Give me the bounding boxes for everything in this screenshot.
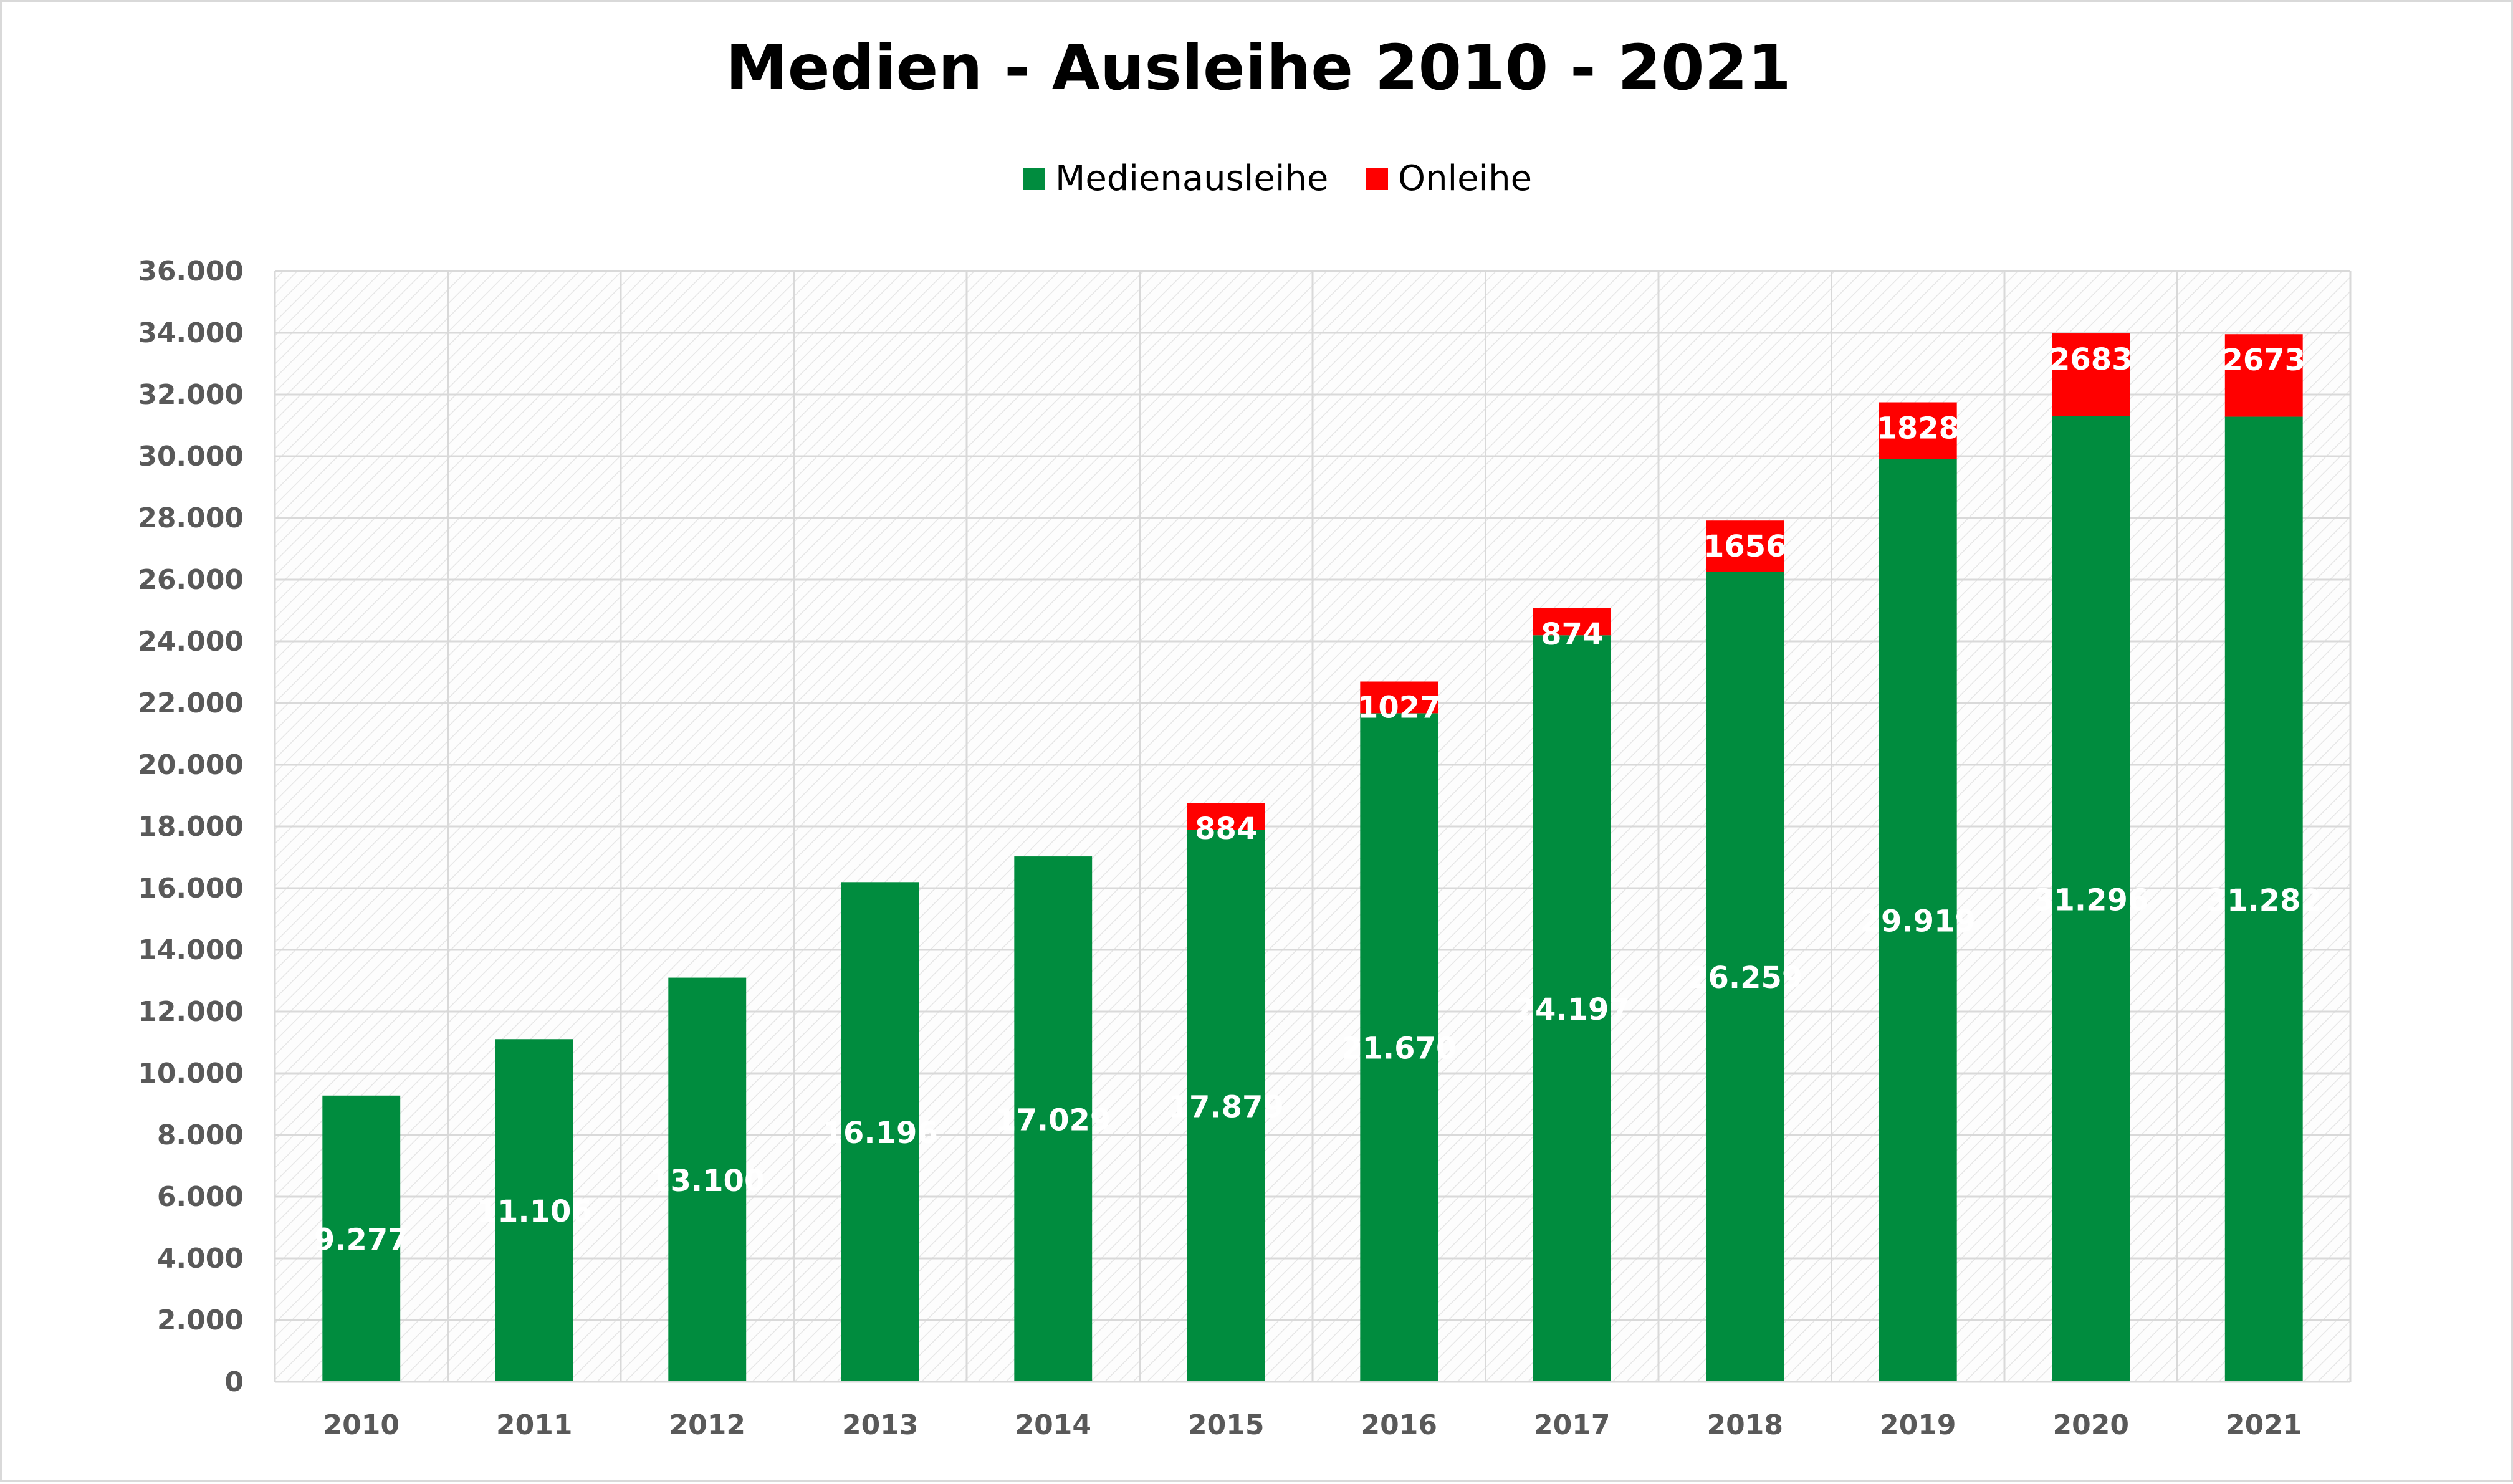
y-tick-label: 14.000: [138, 934, 244, 966]
x-tick-label: 2011: [496, 1409, 572, 1441]
y-tick-label: 10.000: [138, 1058, 244, 1089]
bar-medienausleihe-2018: [1706, 572, 1784, 1382]
x-tick-label: 2021: [2226, 1409, 2302, 1441]
bar-onleihe-2016: [1360, 681, 1438, 714]
bar-onleihe-2021: [2224, 334, 2303, 417]
data-label-medienausleihe-2011: 11.106: [477, 1194, 592, 1229]
data-label-medienausleihe-2012: 13.100: [649, 1164, 765, 1199]
bar-medienausleihe-2021: [2224, 416, 2303, 1382]
legend: Medienausleihe Onleihe: [1023, 158, 1532, 199]
y-tick-label: 18.000: [138, 811, 244, 843]
y-tick-label: 2.000: [157, 1304, 244, 1336]
bar-medienausleihe-2011: [495, 1039, 573, 1382]
legend-label-medienausleihe: Medienausleihe: [1055, 158, 1328, 199]
x-tick-label: 2020: [2053, 1409, 2129, 1441]
data-label-medienausleihe-2013: 16.196: [823, 1116, 938, 1151]
data-label-medienausleihe-2016: 21.670: [1341, 1032, 1457, 1066]
bar-medienausleihe-2014: [1014, 856, 1093, 1382]
bar-onleihe-2017: [1533, 608, 1611, 636]
data-labels: 9.277 11.106 13.100 16.196 17.029 17.879 884 21…: [314, 342, 2322, 1257]
bar-medienausleihe-2016: [1360, 713, 1438, 1382]
data-label-onleihe-2016: 1027: [1357, 690, 1441, 725]
x-axis-tick-labels: 2010 2011 2012 2013 2014 2015 2016 2017 2018 2019…: [323, 1409, 2302, 1441]
bar-medienausleihe-2013: [841, 882, 919, 1382]
data-label-medienausleihe-2010: 9.277: [314, 1222, 409, 1257]
data-label-medienausleihe-2021: 31.282: [2206, 883, 2322, 918]
y-tick-label: 6.000: [157, 1181, 244, 1213]
y-tick-label: 12.000: [138, 996, 244, 1028]
y-axis-tick-labels: 0 2.000 4.000 6.000 8.000 10.000 12.000 14.000 1…: [138, 256, 244, 1398]
data-label-onleihe-2019: 1828: [1876, 411, 1960, 446]
data-label-medienausleihe-2019: 29.919: [1860, 904, 1976, 939]
data-label-medienausleihe-2020: 31.296: [2033, 883, 2148, 917]
x-tick-label: 2014: [1015, 1409, 1091, 1441]
y-tick-label: 16.000: [138, 873, 244, 904]
y-tick-label: 4.000: [157, 1243, 244, 1275]
bar-medienausleihe-2017: [1533, 635, 1611, 1382]
y-tick-label: 8.000: [157, 1119, 244, 1151]
bar-onleihe-2020: [2052, 333, 2130, 416]
data-label-onleihe-2021: 2673: [2222, 343, 2305, 378]
y-tick-label: 22.000: [138, 687, 244, 719]
bar-medienausleihe-2010: [322, 1095, 401, 1382]
data-label-medienausleihe-2014: 17.029: [995, 1103, 1111, 1138]
bar-medienausleihe-2015: [1187, 830, 1265, 1382]
bar-medienausleihe-2012: [668, 977, 747, 1382]
y-tick-label: 26.000: [138, 564, 244, 596]
y-tick-label: 20.000: [138, 749, 244, 781]
chart-title: Medien - Ausleihe 2010 - 2021: [725, 31, 1791, 104]
data-label-onleihe-2020: 2683: [2049, 342, 2133, 377]
x-tick-label: 2019: [1880, 1409, 1956, 1441]
legend-swatch-medienausleihe: [1023, 168, 1045, 190]
bars: [322, 333, 2303, 1382]
bar-medienausleihe-2019: [1879, 459, 1957, 1382]
bar-medienausleihe-2020: [2052, 416, 2130, 1382]
y-tick-label: 36.000: [138, 256, 244, 287]
x-tick-label: 2017: [1534, 1409, 1610, 1441]
y-tick-label: 34.000: [138, 317, 244, 349]
y-tick-label: 24.000: [138, 626, 244, 658]
x-tick-label: 2015: [1188, 1409, 1264, 1441]
data-label-medienausleihe-2017: 24.197: [1515, 992, 1630, 1027]
gridlines: [274, 270, 2352, 1383]
y-tick-label: 30.000: [138, 441, 244, 472]
x-tick-label: 2010: [323, 1409, 400, 1441]
bar-onleihe-2018: [1706, 520, 1784, 572]
x-tick-label: 2013: [842, 1409, 918, 1441]
x-tick-label: 2018: [1707, 1409, 1783, 1441]
data-label-medienausleihe-2015: 17.879: [1169, 1089, 1284, 1124]
legend-label-onleihe: Onleihe: [1398, 158, 1532, 199]
x-tick-label: 2016: [1361, 1409, 1437, 1441]
bar-onleihe-2019: [1879, 402, 1957, 459]
bar-onleihe-2015: [1187, 803, 1265, 830]
data-label-medienausleihe-2018: 26.259: [1687, 960, 1802, 995]
y-tick-label: 0: [224, 1366, 244, 1398]
data-label-onleihe-2017: 874: [1541, 617, 1603, 652]
y-tick-label: 32.000: [138, 379, 244, 411]
data-label-onleihe-2018: 1656: [1703, 529, 1787, 564]
y-tick-label: 28.000: [138, 502, 244, 534]
data-label-onleihe-2015: 884: [1195, 811, 1257, 846]
legend-swatch-onleihe: [1366, 168, 1388, 190]
x-tick-label: 2012: [669, 1409, 745, 1441]
